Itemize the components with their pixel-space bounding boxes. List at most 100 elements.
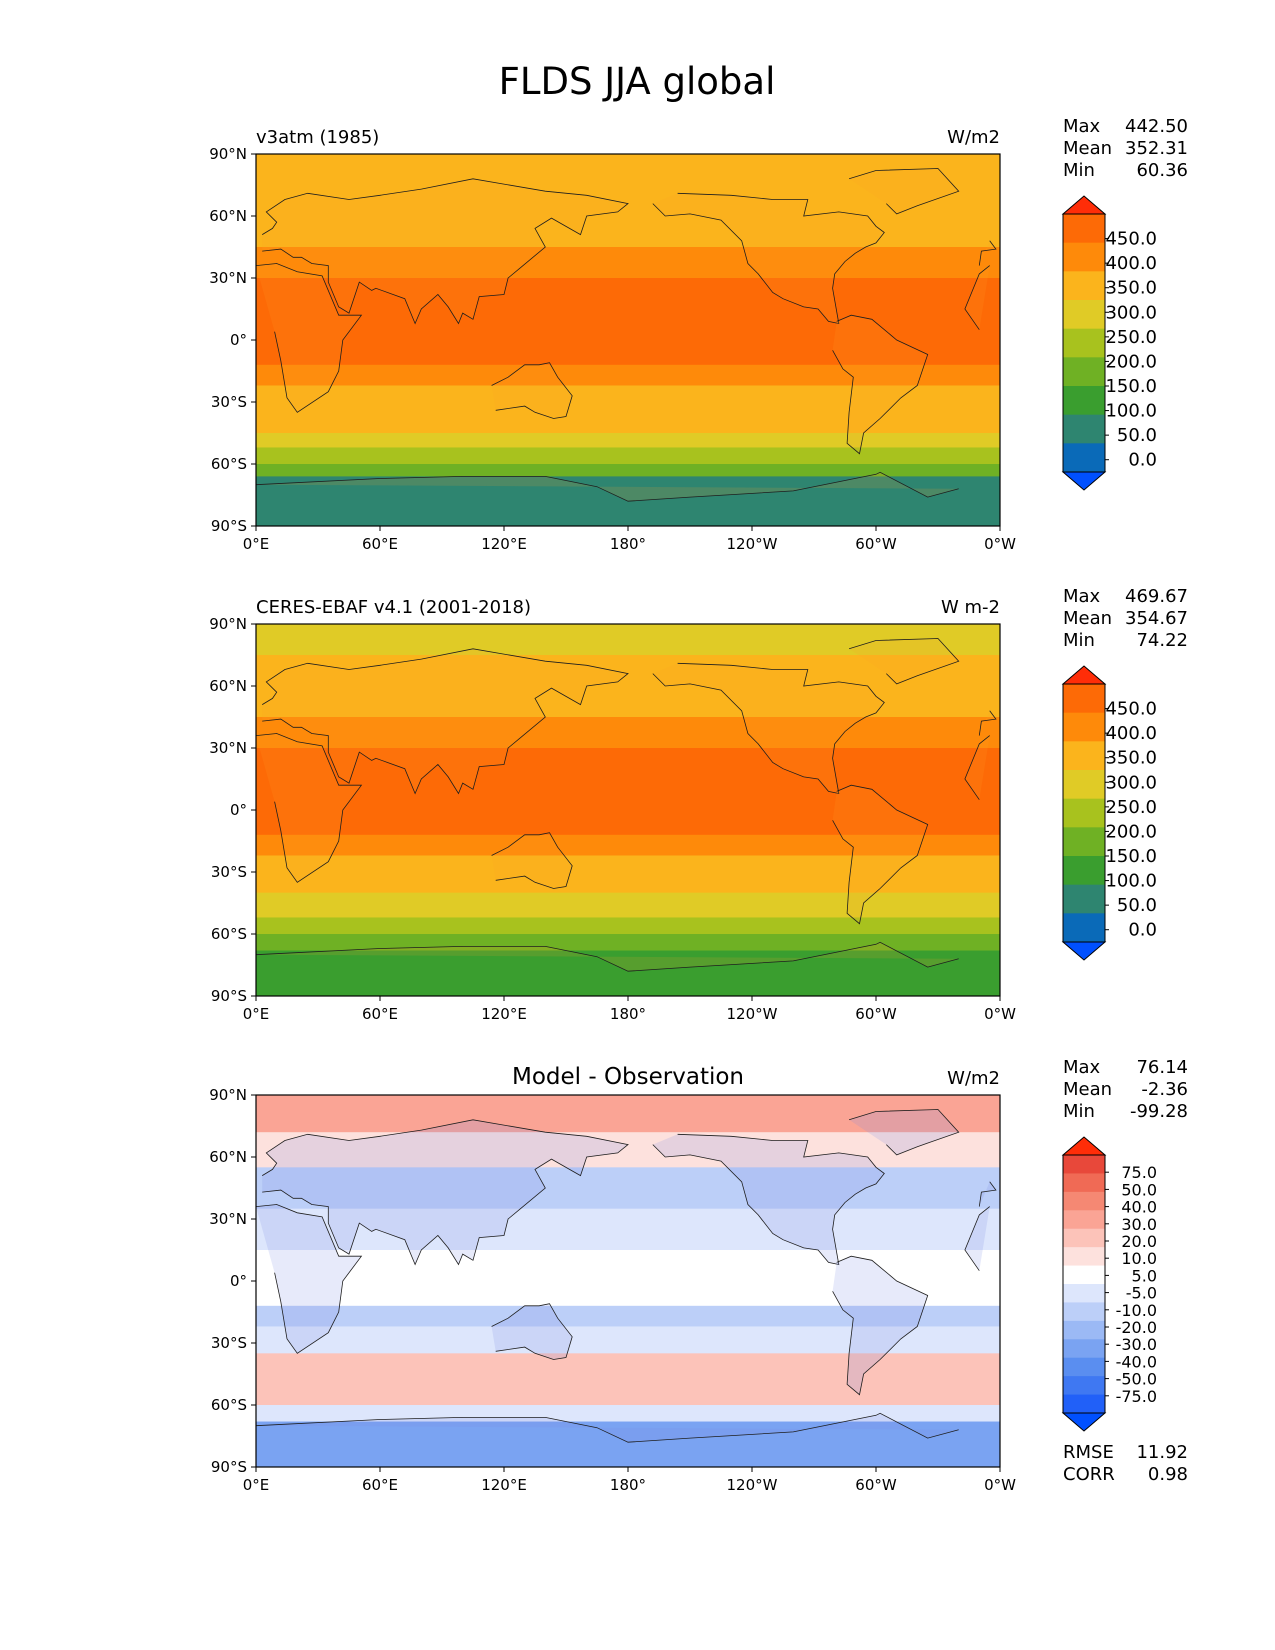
x-tick-label: 0°W	[984, 535, 1016, 553]
colorbar-segment	[1063, 443, 1105, 473]
stat-value: 469.67	[1125, 586, 1188, 607]
x-tick-label: 0°E	[243, 1005, 270, 1023]
colorbar-label: 20.0	[1121, 1232, 1157, 1251]
colorbar-segment	[1063, 386, 1105, 416]
coastline	[256, 941, 959, 972]
panel-units: W m-2	[941, 597, 1000, 618]
y-tick-label: 0°	[230, 1272, 247, 1290]
colorbar-segment	[1063, 1320, 1105, 1340]
coastline	[491, 1303, 573, 1360]
colorbar-segment	[1063, 271, 1105, 301]
colorbar-segment	[1063, 357, 1105, 387]
coastline	[256, 1412, 959, 1443]
colorbar-label: 40.0	[1121, 1198, 1157, 1217]
colorbar-label: 75.0	[1121, 1163, 1157, 1182]
colorbar-segment	[1063, 1302, 1105, 1322]
x-tick-label: 60°E	[362, 535, 398, 553]
colorbar-segment	[1063, 242, 1105, 272]
coastline	[652, 1133, 885, 1266]
stat-value: -99.28	[1130, 1101, 1188, 1122]
colorbar-segment	[1063, 856, 1105, 886]
colorbar-segment	[1063, 770, 1105, 800]
x-tick-label: 0°W	[984, 1005, 1016, 1023]
stat-value: -2.36	[1141, 1079, 1188, 1100]
x-tick-label: 120°W	[727, 1005, 778, 1023]
extra-stat-label: CORR	[1063, 1464, 1115, 1485]
colorbar-label: -75.0	[1116, 1387, 1157, 1406]
coastline	[491, 832, 573, 889]
coastline	[261, 1119, 997, 1266]
x-tick-label: 120°E	[481, 1005, 527, 1023]
colorbar-label: 450.0	[1105, 699, 1157, 720]
colorbar-segment	[1063, 798, 1105, 828]
stat-label: Max	[1063, 116, 1101, 137]
panel-2: 0°E 60°E 120°E 180° 120°W 60°W 0°W 90°N 60°N 30°N…	[209, 586, 1188, 1023]
x-tick-label: 60°W	[855, 1005, 897, 1023]
x-tick-label: 120°W	[727, 535, 778, 553]
colorbar-segment	[1063, 1339, 1105, 1359]
map-area	[256, 624, 1000, 996]
coastline	[256, 733, 990, 883]
colorbar-label: -10.0	[1116, 1301, 1157, 1320]
figure-title: FLDS JJA global	[499, 60, 776, 103]
colorbar-label: 300.0	[1105, 772, 1157, 793]
field-band	[256, 1208, 1000, 1251]
coastline	[261, 178, 997, 325]
colorbar-frame	[1062, 213, 1106, 473]
colorbar-label: 350.0	[1105, 278, 1157, 299]
y-tick-label: 90°N	[209, 615, 247, 633]
y-tick-label: 90°S	[211, 517, 247, 535]
colorbar-label: 50.0	[1117, 895, 1157, 916]
x-tick-label: 60°W	[855, 1476, 897, 1494]
colorbar-extend-bottom	[1061, 471, 1107, 491]
y-tick-label: 60°S	[211, 455, 247, 473]
stat-label: Max	[1063, 1057, 1101, 1078]
colorbar-segment	[1063, 827, 1105, 857]
colorbar-segment	[1063, 300, 1105, 330]
field-band	[256, 1421, 1000, 1467]
x-tick-label: 60°E	[362, 1476, 398, 1494]
colorbar-frame	[1062, 1154, 1106, 1414]
colorbar-label: 250.0	[1105, 797, 1157, 818]
colorbar-label: 400.0	[1105, 253, 1157, 274]
y-tick-label: 0°	[230, 331, 247, 349]
colorbar-segment	[1063, 1191, 1105, 1211]
colorbar-extend-top	[1061, 665, 1107, 685]
panels: 0°E 60°E 120°E 180° 120°W 60°W 0°W 90°N 60°N 30°N…	[209, 116, 1188, 1494]
colorbar-segment	[1063, 214, 1105, 244]
colorbar-extend-top	[1061, 1136, 1107, 1156]
coastline	[652, 662, 885, 795]
extra-stat-label: RMSE	[1063, 1442, 1114, 1463]
colorbar-segment	[1063, 1228, 1105, 1248]
colorbar-segment	[1063, 1210, 1105, 1230]
field-band	[256, 1167, 1000, 1210]
field-band	[256, 748, 1000, 836]
x-tick-label: 0°E	[243, 535, 270, 553]
y-tick-label: 30°S	[211, 1334, 247, 1352]
coastline	[261, 648, 997, 795]
colorbar-segment	[1063, 1357, 1105, 1377]
y-tick-label: 30°N	[209, 269, 247, 287]
colorbar-label: 150.0	[1105, 376, 1157, 397]
coastline	[256, 1204, 990, 1354]
field-band	[256, 950, 1000, 996]
stat-value: 352.31	[1125, 138, 1188, 159]
y-tick-label: 0°	[230, 801, 247, 819]
colorbar-extend-bottom	[1061, 1412, 1107, 1432]
stat-label: Mean	[1063, 138, 1112, 159]
colorbar-segment	[1063, 1155, 1105, 1174]
x-tick-label: 120°W	[727, 1476, 778, 1494]
colorbar-label: 300.0	[1105, 302, 1157, 323]
field-band	[256, 855, 1000, 894]
panel-title: v3atm (1985)	[256, 127, 379, 148]
colorbar-label: 50.0	[1117, 425, 1157, 446]
field-band	[256, 717, 1000, 749]
x-tick-label: 180°	[610, 1005, 646, 1023]
x-tick-label: 0°E	[243, 1476, 270, 1494]
x-tick-label: 120°E	[481, 535, 527, 553]
y-tick-label: 60°N	[209, 677, 247, 695]
stat-value: 60.36	[1136, 160, 1188, 181]
colorbar-segment	[1063, 913, 1105, 943]
coastline	[832, 1255, 929, 1396]
